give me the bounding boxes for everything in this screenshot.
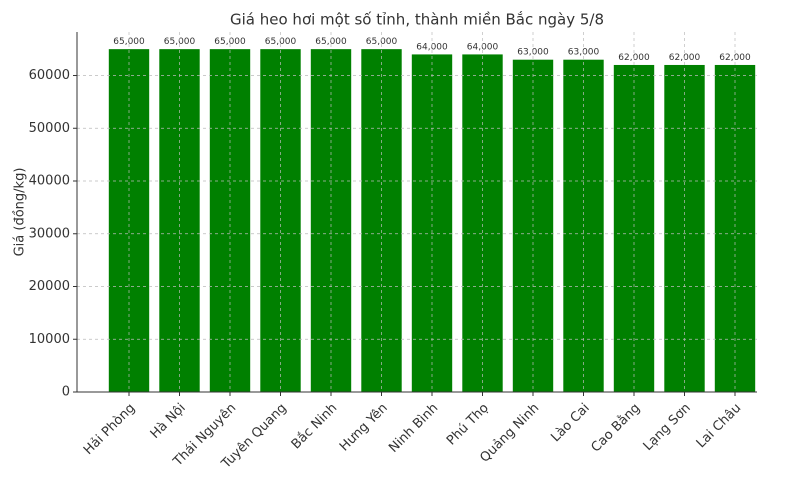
bar [714, 64, 756, 392]
y-tick-label: 20000 [29, 279, 70, 294]
value-label: 65,000 [164, 37, 196, 47]
value-label: 64,000 [467, 42, 499, 52]
y-tick-label: 0 [62, 385, 70, 400]
bar [664, 64, 705, 392]
value-label: 64,000 [416, 42, 448, 52]
y-tick-label: 60000 [29, 68, 70, 83]
y-tick-label: 40000 [29, 174, 70, 189]
chart-title: Giá heo hơi một số tỉnh, thành miền Bắc … [230, 11, 604, 29]
value-label: 65,000 [113, 37, 145, 47]
value-label: 65,000 [214, 37, 246, 47]
y-tick-label: 30000 [29, 226, 70, 241]
y-axis-label: Giá (đồng/kg) [13, 168, 28, 257]
y-tick-label: 50000 [29, 121, 70, 136]
value-label: 65,000 [366, 37, 398, 47]
value-label: 65,000 [265, 37, 297, 47]
bar [613, 64, 655, 392]
value-label: 65,000 [315, 37, 347, 47]
y-tick-label: 10000 [29, 332, 70, 347]
